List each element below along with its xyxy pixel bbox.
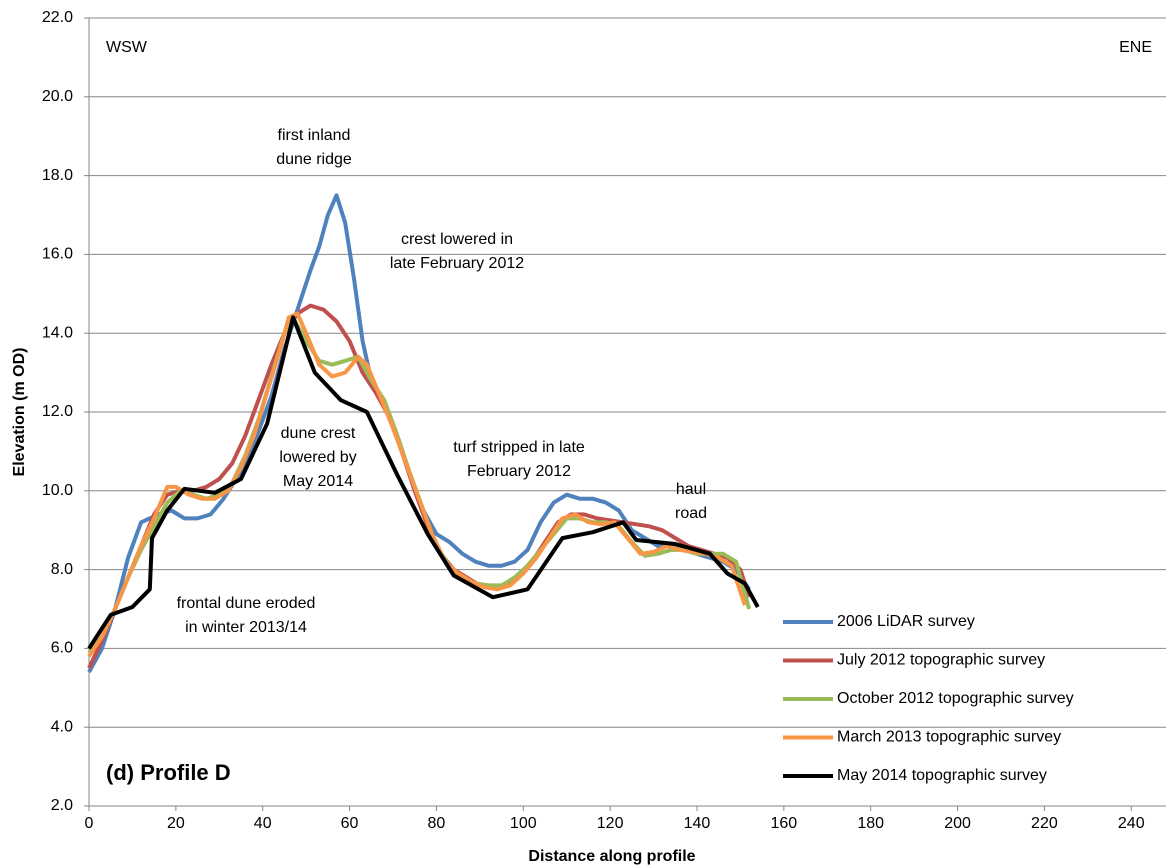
y-axis-title: Elevation (m OD) xyxy=(11,348,28,477)
y-tick-label: 6.0 xyxy=(51,640,73,657)
legend-label: 2006 LiDAR survey xyxy=(837,613,975,630)
y-tick-label: 2.0 xyxy=(51,797,73,814)
annotation: turf stripped in late xyxy=(453,439,585,456)
panel-label: (d) Profile D xyxy=(106,760,231,785)
annotation: May 2014 xyxy=(283,473,353,490)
series-line xyxy=(87,315,760,650)
y-tick-label: 18.0 xyxy=(42,167,73,184)
annotation: lowered by xyxy=(279,449,356,466)
series-line xyxy=(87,311,747,658)
x-tick-label: 40 xyxy=(254,815,272,832)
x-tick-label: 120 xyxy=(597,815,624,832)
legend-label: March 2013 topographic survey xyxy=(837,729,1061,746)
x-tick-label: 60 xyxy=(341,815,359,832)
y-tick-label: 4.0 xyxy=(51,718,73,735)
legend-label: May 2014 topographic survey xyxy=(837,767,1047,784)
annotation: crest lowered in xyxy=(401,231,513,248)
x-tick-label: 240 xyxy=(1118,815,1145,832)
annotation: ENE xyxy=(1119,39,1152,56)
annotation: dune crest xyxy=(281,425,356,442)
x-tick-label: 220 xyxy=(1031,815,1058,832)
legend-label: October 2012 topographic survey xyxy=(837,690,1074,707)
y-tick-label: 14.0 xyxy=(42,324,73,341)
y-tick-label: 10.0 xyxy=(42,482,73,499)
x-tick-label: 0 xyxy=(85,815,94,832)
x-tick-label: 100 xyxy=(510,815,537,832)
annotation: in winter 2013/14 xyxy=(185,619,307,636)
annotation: late February 2012 xyxy=(390,255,524,272)
legend-label: July 2012 topographic survey xyxy=(837,652,1045,669)
annotation: haul xyxy=(676,481,706,498)
y-tick-label: 16.0 xyxy=(42,246,73,263)
y-tick-label: 12.0 xyxy=(42,403,73,420)
annotation: February 2012 xyxy=(467,463,571,480)
x-axis-title: Distance along profile xyxy=(528,848,695,865)
annotation: road xyxy=(675,505,707,522)
y-tick-label: 20.0 xyxy=(42,88,73,105)
x-tick-label: 20 xyxy=(167,815,185,832)
annotation: frontal dune eroded xyxy=(177,595,316,612)
x-tick-label: 80 xyxy=(428,815,446,832)
annotation: dune ridge xyxy=(276,151,352,168)
series-line xyxy=(87,303,752,669)
annotation: WSW xyxy=(106,39,148,56)
y-tick-label: 22.0 xyxy=(42,9,73,26)
annotation: first inland xyxy=(278,127,351,144)
y-tick-label: 8.0 xyxy=(51,561,73,578)
x-tick-label: 140 xyxy=(684,815,711,832)
x-tick-label: 200 xyxy=(944,815,971,832)
x-tick-label: 160 xyxy=(770,815,797,832)
x-tick-label: 180 xyxy=(857,815,884,832)
